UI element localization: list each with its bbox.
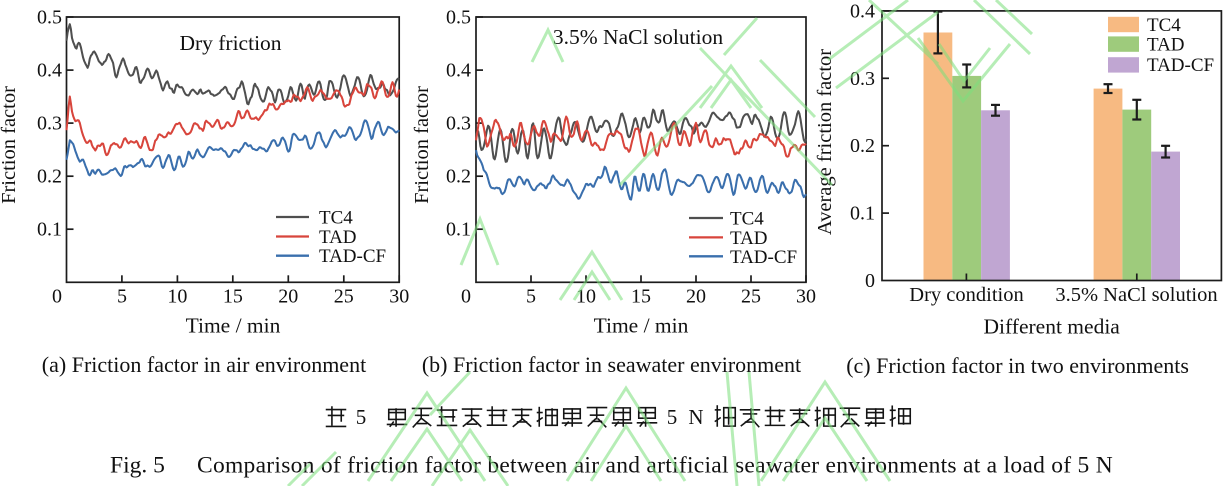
svg-text:Friction factor: Friction factor [411, 86, 433, 204]
svg-text:Average friction factor: Average friction factor [814, 49, 836, 235]
svg-text:0.2: 0.2 [446, 166, 471, 188]
svg-text:15: 15 [631, 286, 651, 308]
svg-text:0.5: 0.5 [446, 7, 471, 29]
svg-text:TAD: TAD [1147, 34, 1185, 55]
svg-text:Dry friction: Dry friction [179, 31, 281, 55]
svg-text:0.3: 0.3 [37, 113, 62, 135]
svg-text:Friction factor: Friction factor [0, 86, 20, 204]
svg-text:5: 5 [526, 286, 536, 308]
svg-text:30: 30 [389, 286, 409, 308]
svg-text:5: 5 [356, 405, 367, 429]
svg-text:Different media: Different media [984, 315, 1121, 339]
svg-text:TC4: TC4 [1147, 15, 1181, 36]
svg-text:10: 10 [576, 286, 596, 308]
svg-text:Comparison of friction factor: Comparison of friction factor between ai… [197, 453, 1113, 479]
svg-text:0.3: 0.3 [446, 113, 471, 135]
svg-text:0.3: 0.3 [850, 68, 875, 90]
svg-text:Time / min: Time / min [594, 314, 689, 338]
svg-text:0.2: 0.2 [37, 166, 62, 188]
svg-text:(b) Friction factor in seawate: (b) Friction factor in seawater environm… [422, 352, 801, 377]
svg-text:0: 0 [865, 270, 875, 292]
svg-text:0.4: 0.4 [37, 60, 62, 82]
svg-text:N: N [688, 405, 703, 429]
svg-text:5: 5 [117, 286, 127, 308]
svg-text:TAD: TAD [319, 227, 357, 248]
svg-text:3.5% NaCl solution: 3.5% NaCl solution [1055, 284, 1217, 306]
svg-text:0: 0 [461, 286, 471, 308]
svg-text:TAD-CF: TAD-CF [730, 247, 797, 268]
svg-text:0.1: 0.1 [37, 219, 62, 241]
svg-text:TAD-CF: TAD-CF [1147, 55, 1214, 76]
svg-text:0.4: 0.4 [850, 0, 875, 22]
svg-text:TAD: TAD [730, 228, 768, 249]
svg-text:25: 25 [334, 286, 354, 308]
svg-text:TC4: TC4 [730, 209, 764, 230]
svg-text:(a) Friction factor in air env: (a) Friction factor in air environment [42, 352, 366, 377]
svg-text:0: 0 [52, 286, 62, 308]
svg-text:(c) Friction factor in two env: (c) Friction factor in two environments [846, 353, 1189, 378]
svg-text:Fig. 5: Fig. 5 [110, 453, 165, 479]
svg-text:TAD-CF: TAD-CF [319, 246, 386, 267]
svg-text:0.1: 0.1 [850, 203, 875, 225]
svg-text:TC4: TC4 [319, 208, 353, 229]
svg-text:0.2: 0.2 [850, 135, 875, 157]
svg-text:30: 30 [796, 286, 816, 308]
svg-text:10: 10 [167, 286, 187, 308]
svg-text:20: 20 [686, 286, 706, 308]
svg-text:Time / min: Time / min [186, 314, 281, 338]
svg-text:15: 15 [223, 286, 243, 308]
svg-text:0.5: 0.5 [37, 7, 62, 29]
svg-text:20: 20 [278, 286, 298, 308]
svg-text:0.1: 0.1 [446, 219, 471, 241]
svg-text:25: 25 [741, 286, 761, 308]
svg-text:5: 5 [667, 405, 678, 429]
svg-text:Dry condition: Dry condition [909, 284, 1023, 306]
svg-text:3.5% NaCl solution: 3.5% NaCl solution [553, 25, 723, 49]
svg-text:0.4: 0.4 [446, 60, 471, 82]
